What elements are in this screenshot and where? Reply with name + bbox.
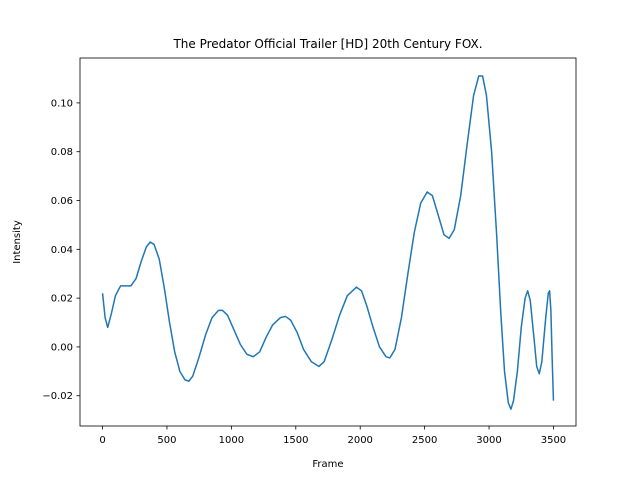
x-tick-label: 2500 — [412, 435, 437, 446]
data-line — [101, 75, 555, 410]
x-tick-label: 3000 — [476, 435, 501, 446]
y-tick-label: −0.02 — [42, 391, 73, 402]
chart-title: The Predator Official Trailer [HD] 20th … — [172, 37, 482, 51]
x-axis-label: Frame — [312, 459, 343, 470]
y-tick-label: 0.04 — [51, 245, 73, 256]
x-tick-label: 1500 — [283, 435, 308, 446]
x-tick-label: 500 — [157, 435, 176, 446]
plot-frame — [79, 57, 577, 427]
y-tick-label: 0.02 — [51, 294, 73, 305]
y-tick-label: 0.10 — [51, 98, 73, 109]
x-tick-label: 1000 — [219, 435, 244, 446]
x-tick-label: 2000 — [347, 435, 372, 446]
y-tick-label: 0.08 — [51, 147, 73, 158]
y-tick-label: 0.00 — [51, 342, 73, 353]
y-axis-label: Intensity — [12, 220, 23, 264]
x-tick-label: 0 — [99, 435, 105, 446]
x-tick-label: 3500 — [541, 435, 566, 446]
y-tick-label: 0.06 — [51, 196, 73, 207]
